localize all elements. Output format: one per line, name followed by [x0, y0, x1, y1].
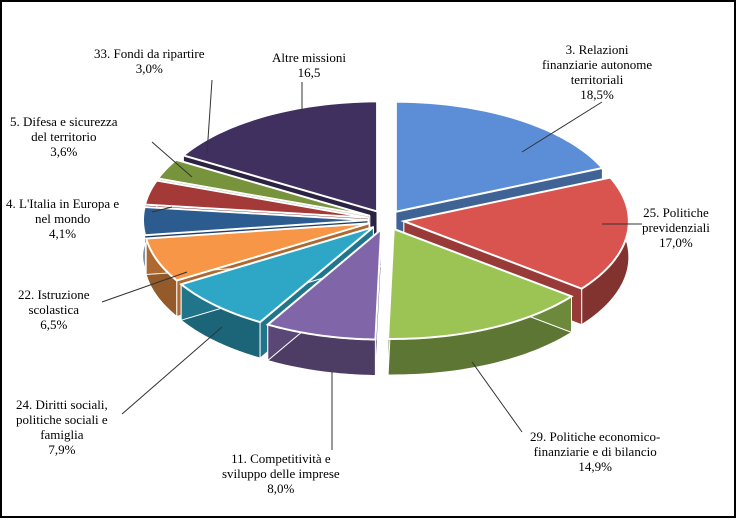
- leader-line: [121, 326, 223, 415]
- leader-line: [151, 141, 193, 178]
- label-previdenziali: 25. Politiche previdenziali 17,0%: [642, 205, 710, 250]
- leader-line: [471, 361, 523, 433]
- pie-slice-top: [179, 226, 375, 324]
- pie-slice-top: [387, 227, 574, 340]
- label-istruzione: 22. Istruzione scolastica 6,5%: [18, 287, 90, 332]
- pie-slice-top: [181, 100, 379, 213]
- leader-line: [151, 206, 173, 213]
- label-competitivita: 11. Competitività e sviluppo delle impre…: [222, 451, 340, 496]
- label-diritti-sociali: 24. Diritti sociali, politiche sociali e…: [16, 397, 108, 457]
- pie-slice: [265, 227, 383, 376]
- label-italia-europa: 4. L'Italia in Europa e nel mondo 4,1%: [6, 196, 120, 241]
- pie-slice-top: [143, 179, 369, 219]
- leader-line: [521, 101, 603, 153]
- pie-slice-top: [144, 222, 370, 282]
- label-economico: 29. Politiche economico- finanziarie e d…: [530, 429, 661, 474]
- pie-slice-top: [394, 100, 605, 213]
- pie-slice: [387, 227, 574, 376]
- pie-slice-top: [265, 227, 383, 341]
- leader-line: [101, 271, 188, 303]
- label-fondi: 33. Fondi da ripartire 3,0%: [94, 46, 205, 76]
- pie-slice-top: [142, 205, 369, 237]
- label-altre-missioni: Altre missioni 16,5: [272, 50, 347, 80]
- label-relazioni: 3. Relazioni finanziarie autonome territ…: [542, 42, 653, 102]
- pie-slice-top: [400, 176, 630, 290]
- leader-line: [206, 79, 213, 155]
- label-difesa: 5. Difesa e sicurezza del territorio 3,6…: [10, 114, 118, 159]
- pie-slice-top: [156, 158, 370, 217]
